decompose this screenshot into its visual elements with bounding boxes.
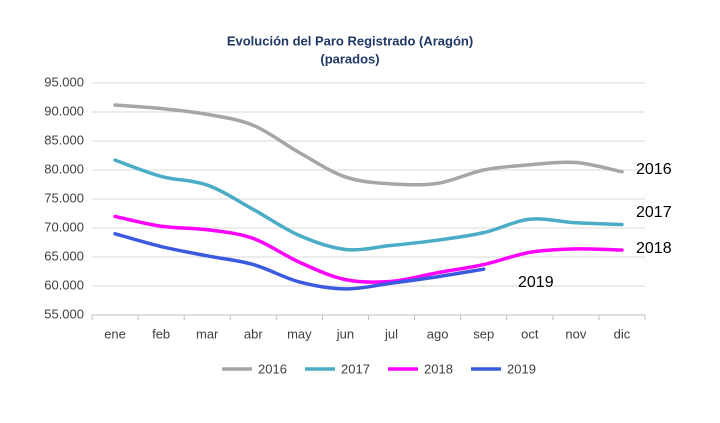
y-tick-label: 90.000 <box>44 103 84 118</box>
x-tick-label: oct <box>521 326 539 341</box>
series-line <box>113 103 624 187</box>
x-tick-label: sep <box>473 326 494 341</box>
y-tick-label: 55.000 <box>44 306 84 321</box>
legend-label: 2016 <box>258 361 287 376</box>
series-line <box>113 232 486 291</box>
x-tick-label: jul <box>384 326 398 341</box>
series-line <box>113 214 624 284</box>
x-tick-label: abr <box>244 326 263 341</box>
x-tick-label: jun <box>336 326 354 341</box>
y-tick-label: 95.000 <box>44 74 84 89</box>
y-tick-label: 80.000 <box>44 161 84 176</box>
legend-label: 2018 <box>424 361 453 376</box>
series-line <box>113 158 624 252</box>
x-tick-label: mar <box>196 326 219 341</box>
x-tick-label: ene <box>104 326 126 341</box>
legend-label: 2019 <box>507 361 536 376</box>
y-tick-label: 60.000 <box>44 277 84 292</box>
x-tick-label: dic <box>614 326 631 341</box>
series-end-label: 2018 <box>636 240 672 257</box>
y-tick-label: 65.000 <box>44 248 84 263</box>
x-tick-label: feb <box>152 326 170 341</box>
series-end-label: 2017 <box>636 204 672 221</box>
x-tick-label: nov <box>565 326 586 341</box>
y-tick-label: 70.000 <box>44 219 84 234</box>
y-tick-label: 85.000 <box>44 132 84 147</box>
x-tick-label: ago <box>427 326 449 341</box>
y-tick-label: 75.000 <box>44 190 84 205</box>
series-end-label: 2019 <box>518 274 554 291</box>
chart-title: Evolución del Paro Registrado (Aragón) <box>227 33 473 48</box>
chart-subtitle: (parados) <box>320 51 379 66</box>
x-tick-label: may <box>287 326 312 341</box>
series-end-label: 2016 <box>636 161 672 178</box>
legend-label: 2017 <box>341 361 370 376</box>
